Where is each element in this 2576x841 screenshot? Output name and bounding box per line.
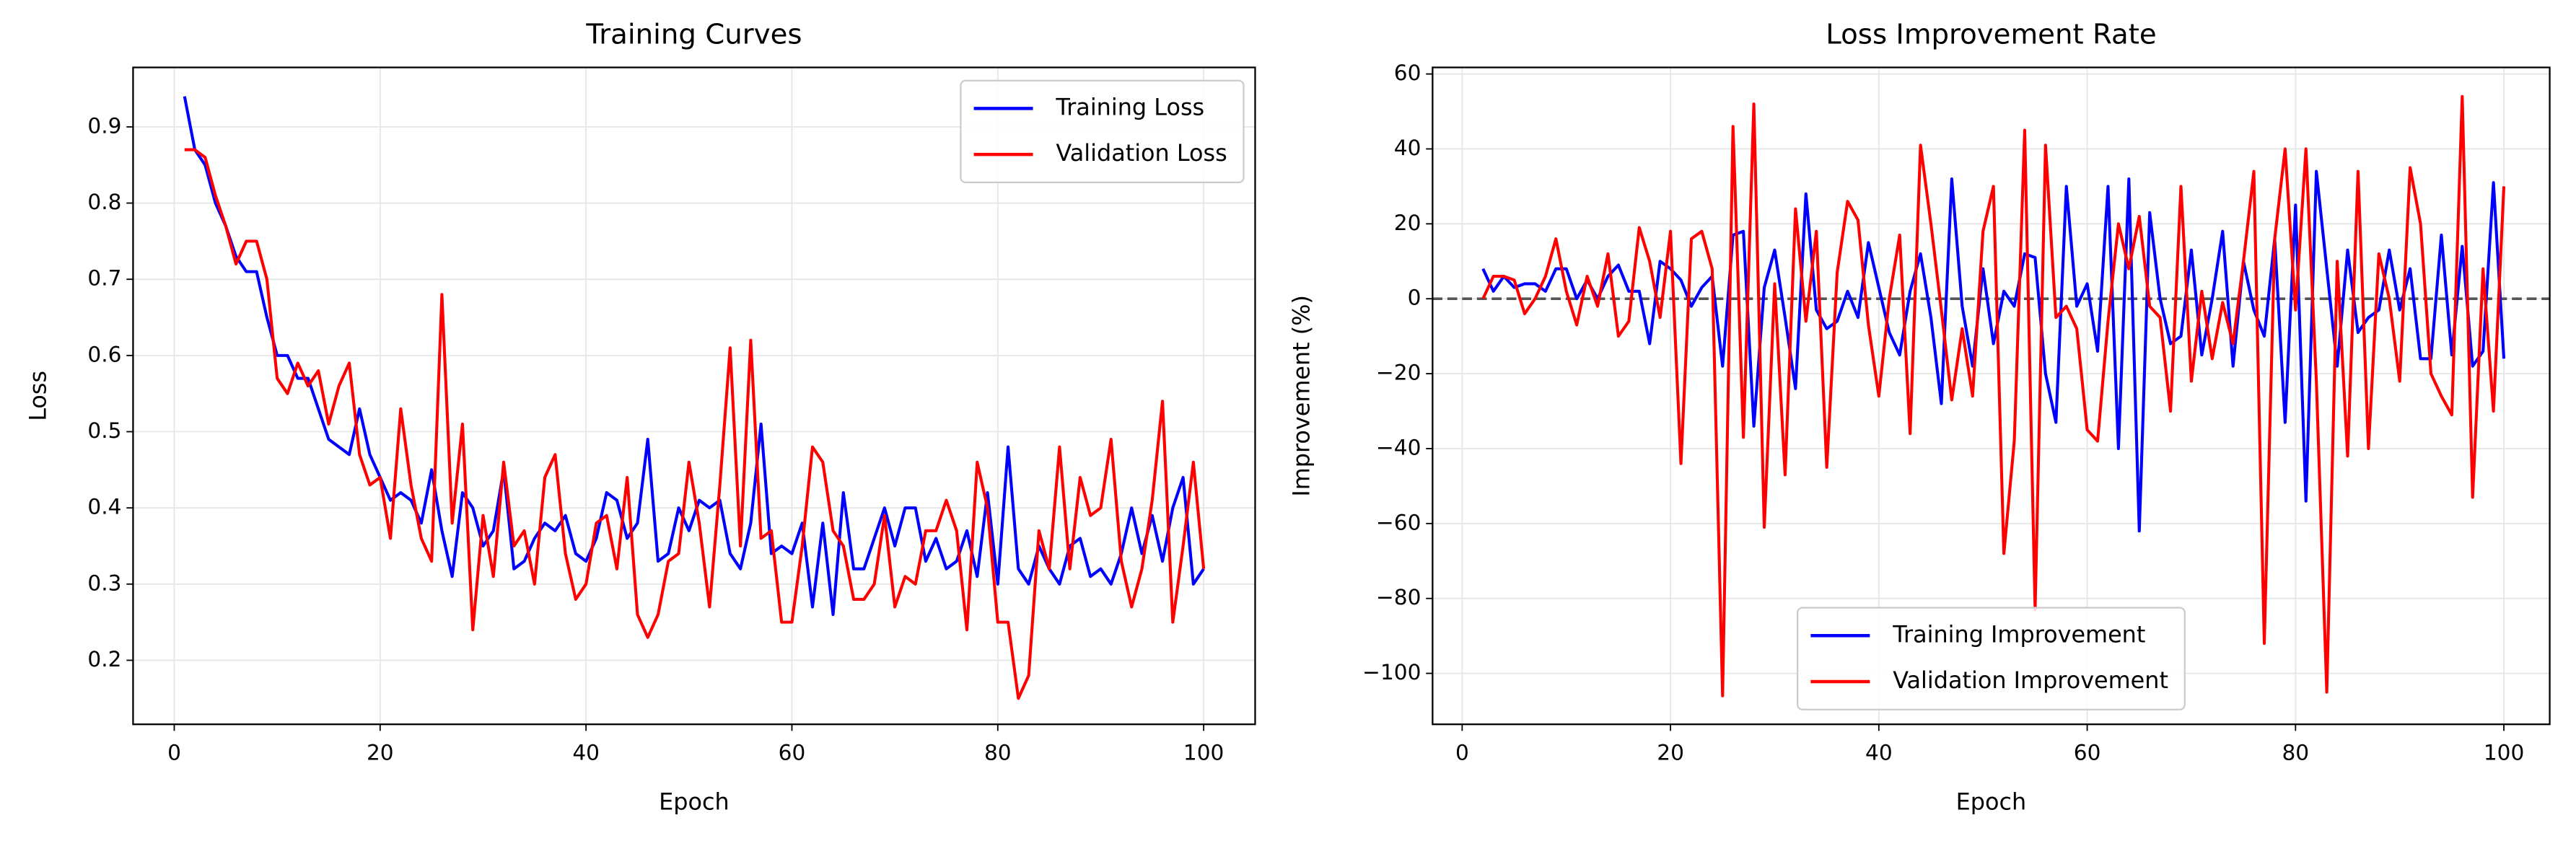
legend-label: Validation Loss [1056,139,1227,167]
x-tick-label: 20 [1657,741,1684,765]
y-tick-label: 0.9 [87,113,121,138]
y-tick-label: 20 [1394,211,1421,235]
y-tick-label: 0.4 [87,495,121,519]
y-tick-label: 0 [1408,286,1421,310]
y-tick-label: 0.2 [87,647,121,672]
y-tick-label: 0.8 [87,190,121,214]
legend-box [1797,607,2186,710]
y-axis-label: Improvement (%) [1287,295,1315,497]
x-tick-label: 0 [167,741,181,765]
y-tick-label: 0.7 [87,266,121,291]
x-tick-label: 40 [572,741,600,765]
x-tick-label: 60 [779,741,806,765]
y-tick-label: 0.6 [87,342,121,366]
y-tick-label: −80 [1376,585,1421,609]
legend: Training Improvement Validation Improveme… [1797,607,2186,710]
y-tick-label: 60 [1394,61,1421,85]
x-tick-label: 0 [1455,741,1469,765]
legend-label: Validation Improvement [1893,666,2168,694]
y-tick-label: −20 [1376,361,1421,385]
legend-label: Training Improvement [1892,620,2145,648]
y-tick-label: −100 [1362,660,1421,684]
x-tick-label: 80 [2282,741,2309,765]
y-axis-label: Loss [25,371,52,421]
x-axis-label: Epoch [659,788,730,815]
plot-frame [1432,66,2551,726]
y-tick-label: 0.3 [87,571,121,595]
data-line [184,148,1206,700]
x-axis-label: Epoch [1956,788,2027,815]
legend: Training Loss Validation Loss [960,79,1245,184]
x-tick-label: 100 [1183,741,1224,765]
x-tick-label: 40 [1865,741,1893,765]
legend-label: Training Loss [1055,93,1204,120]
data-line [1481,94,2506,697]
y-tick-label: −60 [1376,510,1421,534]
y-tick-label: −40 [1376,435,1421,459]
chart-title: Training Curves [585,19,802,51]
x-tick-label: 60 [2074,741,2101,765]
chart-title: Loss Improvement Rate [1826,19,2156,51]
legend-box [960,79,1245,184]
data-line [1481,169,2506,533]
x-tick-label: 20 [367,741,394,765]
y-tick-label: 0.5 [87,418,121,443]
x-tick-label: 80 [984,741,1012,765]
data-line [183,96,1205,617]
x-tick-label: 100 [2484,741,2524,765]
plot-frame [132,66,1256,726]
y-tick-label: 40 [1394,136,1421,160]
